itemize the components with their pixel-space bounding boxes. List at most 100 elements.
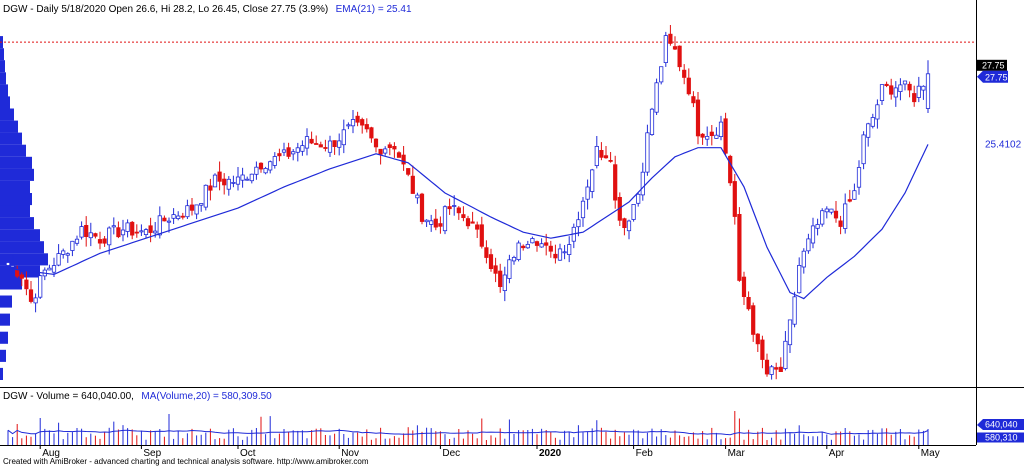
candle-113 <box>525 240 530 249</box>
candle-body <box>452 205 457 207</box>
candle-128 <box>594 136 599 169</box>
candle-115 <box>534 240 540 252</box>
candle-body <box>553 253 558 259</box>
candle-body <box>438 223 443 227</box>
candle-body <box>548 245 553 252</box>
candle-body <box>461 214 466 219</box>
candle-14 <box>70 240 75 257</box>
candle-body <box>369 127 374 139</box>
candle-114 <box>530 236 535 244</box>
candle-48 <box>226 176 231 196</box>
candle-body <box>378 148 383 155</box>
candle-64 <box>300 140 305 156</box>
candle-body <box>521 245 526 249</box>
candle-body <box>240 174 245 181</box>
candle-100 <box>465 215 471 230</box>
candle-111 <box>516 240 521 262</box>
candle-body <box>824 208 829 213</box>
candle-12 <box>61 248 66 259</box>
candle-body <box>166 220 172 223</box>
candle-44 <box>208 178 213 201</box>
candle-body <box>134 231 139 234</box>
candle-105 <box>488 248 494 272</box>
candle-body <box>364 124 369 130</box>
candle-198 <box>916 76 921 103</box>
candle-181 <box>838 215 843 235</box>
candle-body <box>645 132 650 173</box>
candle-160 <box>741 271 747 305</box>
candle-20 <box>97 231 103 250</box>
candle-15 <box>74 235 80 246</box>
volume-profile-bin-11 <box>0 205 30 218</box>
candle-92 <box>429 214 434 232</box>
candle-171 <box>792 291 797 328</box>
volume-ma-line <box>7 429 929 436</box>
candle-body <box>387 144 392 149</box>
volume-profile-bin-19 <box>0 108 14 121</box>
candle-body <box>732 181 737 217</box>
candle-body <box>56 253 61 266</box>
candle-body <box>663 35 668 63</box>
candle-43 <box>203 184 208 211</box>
candle-body <box>502 274 507 292</box>
volume-profile-bin-15 <box>0 156 32 169</box>
candle-body <box>258 162 264 170</box>
candle-54 <box>254 161 259 180</box>
candle-47 <box>222 173 227 195</box>
candle-body <box>199 203 204 206</box>
candle-body <box>212 174 218 188</box>
volume-profile-bin-21 <box>0 84 8 97</box>
x-tick-label: Feb <box>636 448 654 459</box>
candle-116 <box>539 238 544 248</box>
candle-body <box>567 244 572 256</box>
candle-body <box>162 217 167 222</box>
close-price-tag <box>977 70 1008 83</box>
candle-body <box>401 154 406 165</box>
candle-144 <box>668 25 673 46</box>
candle-121 <box>562 245 567 260</box>
volume-profile-bin-9 <box>0 229 40 242</box>
candle-body <box>682 69 687 78</box>
candle-70 <box>327 135 333 157</box>
candle-61 <box>286 142 291 159</box>
candle-body <box>277 153 282 157</box>
candle-98 <box>456 206 461 220</box>
candle-body <box>557 248 563 261</box>
candle-139 <box>645 124 650 176</box>
price-pane[interactable]: DGW - Daily 5/18/2020 Open 26.6, Hi 28.2… <box>0 0 976 387</box>
candle-body <box>498 270 503 288</box>
candle-body <box>898 84 903 93</box>
candle-body <box>714 134 719 139</box>
candle-body <box>608 159 613 162</box>
candle-body <box>677 45 682 68</box>
volume-profile-bin-10 <box>0 217 34 230</box>
candle-156 <box>723 112 728 157</box>
volume-value-tag <box>977 418 1024 430</box>
candle-body <box>350 119 356 127</box>
candle-24 <box>116 221 121 239</box>
last-price-box <box>977 59 1007 71</box>
candle-body <box>797 264 802 294</box>
x-tick-label: Apr <box>829 448 845 459</box>
candle-body <box>272 156 277 166</box>
volume-profile-bin-17 <box>0 132 22 145</box>
candle-body <box>700 133 705 138</box>
candle-body <box>65 253 70 256</box>
candle-body <box>787 319 793 346</box>
candle-body <box>396 152 402 158</box>
candle-68 <box>318 141 323 148</box>
candle-body <box>875 104 880 120</box>
candle-body <box>488 254 494 270</box>
candle-41 <box>194 204 199 220</box>
candle-174 <box>806 233 811 254</box>
candle-body <box>130 221 135 236</box>
candle-193 <box>893 81 898 107</box>
ema-price-label: 25.4102 <box>985 139 1022 150</box>
candle-3 <box>19 272 24 287</box>
candle-body <box>143 229 149 236</box>
candle-body <box>38 275 43 298</box>
volume-pane[interactable]: DGW - Volume = 640,040.00, MA(Volume,20)… <box>3 386 929 445</box>
candle-body <box>709 131 714 137</box>
price-axis: 27.75 27.75 25.4102 <box>976 0 1022 445</box>
candle-28 <box>134 224 139 238</box>
